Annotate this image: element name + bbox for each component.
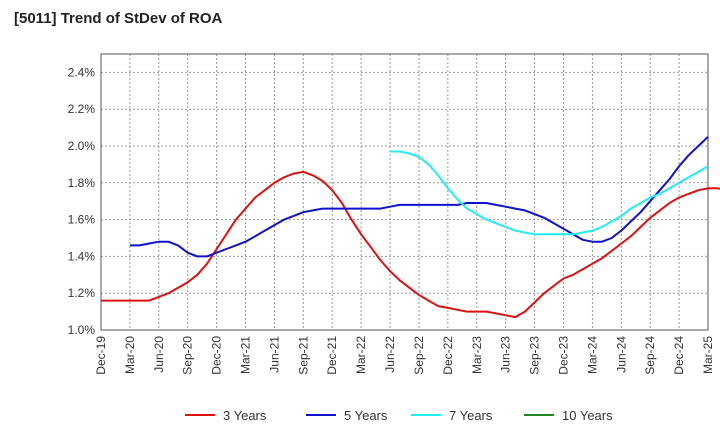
x-tick-label: Sep-20 [181,336,195,375]
x-tick-label: Dec-24 [672,336,686,375]
y-tick-label: 2.0% [68,139,96,153]
x-axis: Dec-19 Mar-20 Jun-20 Sep-20 Dec-20 Mar-21 Jun-… [94,336,715,375]
x-tick-label: Jun-23 [499,336,513,373]
x-tick-label: Dec-19 [94,336,108,375]
x-tick-label: Dec-20 [210,336,224,375]
legend-label: 3 Years [223,408,267,423]
legend: 3 Years 5 Years 7 Years 10 Years [185,408,613,423]
x-tick-label: Sep-21 [296,336,310,375]
x-tick-label: Sep-23 [528,336,542,375]
legend-label: 10 Years [562,408,613,423]
x-tick-label: Jun-22 [383,336,397,373]
y-tick-label: 1.6% [68,213,96,227]
x-tick-label: Jun-21 [267,336,281,373]
y-tick-label: 1.4% [68,249,96,263]
y-tick-label: 2.2% [68,102,96,116]
chart-title: [5011] Trend of StDev of ROA [14,10,223,27]
series-line-7-years [390,150,709,236]
legend-label: 7 Years [449,408,493,423]
y-tick-label: 1.8% [68,176,96,190]
x-tick-label: Sep-22 [412,336,426,375]
x-tick-label: Jun-20 [152,336,166,373]
x-tick-label: Jun-24 [614,336,628,373]
x-tick-label: Mar-21 [239,336,253,374]
x-tick-label: Dec-23 [556,336,570,375]
x-tick-label: Mar-20 [123,336,137,374]
y-tick-label: 2.4% [68,65,96,79]
x-tick-label: Mar-22 [354,336,368,374]
x-tick-label: Mar-23 [470,336,484,374]
x-tick-label: Dec-21 [325,336,339,375]
series-line-3-years [101,170,720,319]
series-layer [101,136,720,319]
y-axis: 1.0% 1.2% 1.4% 1.6% 1.8% 2.0% 2.2% 2.4% [68,65,96,337]
x-tick-label: Mar-25 [701,336,715,374]
plot-frame [100,53,709,331]
x-tick-label: Sep-24 [643,336,657,375]
series-line-5-years [129,136,709,258]
grid-layer [101,54,708,330]
legend-label: 5 Years [344,408,388,423]
y-tick-label: 1.2% [68,286,96,300]
x-tick-label: Dec-22 [441,336,455,375]
y-tick-label: 1.0% [68,323,96,337]
x-tick-label: Mar-24 [585,336,599,374]
